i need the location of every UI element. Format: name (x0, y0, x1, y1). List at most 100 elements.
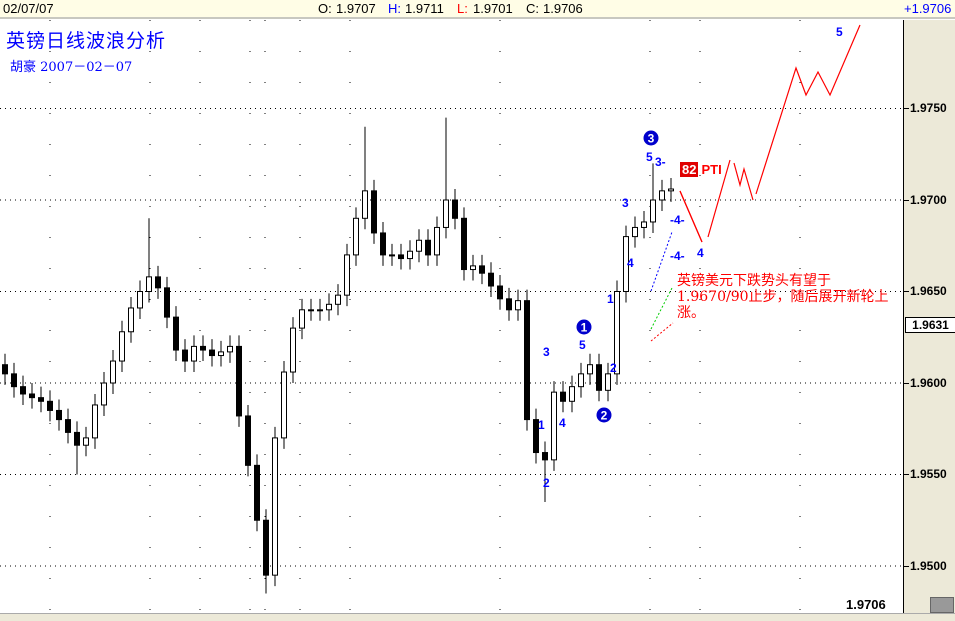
wave-label: 5 (579, 338, 586, 352)
candle-body (317, 309, 323, 312)
candle-body (380, 232, 386, 256)
candle-body (209, 349, 215, 357)
candle-body (479, 265, 485, 274)
candle-body (488, 272, 494, 287)
y-tick: 1.9550 (904, 467, 947, 481)
y-tick: 1.9750 (904, 101, 947, 115)
chart-subtitle: 胡豪 2007－02－07 (10, 60, 133, 75)
candle-body (128, 307, 134, 333)
candle-body (515, 300, 521, 311)
candle-body (497, 285, 503, 300)
candle-body (56, 409, 62, 421)
wave-circle (596, 407, 612, 423)
candle-body (389, 254, 395, 257)
candle-body (416, 239, 422, 252)
price-axis[interactable]: 1.9750 1.9700 1.9650 1.9631 1.9600 1.955… (903, 20, 955, 613)
wave-label: 5 (646, 150, 653, 164)
candle-body (182, 349, 188, 362)
wave-circle-label: 3 (648, 132, 655, 146)
candle-body (74, 431, 80, 446)
wave-label: 4 (559, 416, 566, 430)
candle-body (245, 415, 251, 466)
candle-body (659, 190, 665, 201)
candle-body (335, 294, 341, 305)
candle-body (434, 226, 440, 256)
candle-body (623, 236, 629, 293)
high-value: 1.9711 (405, 1, 444, 16)
high-label: H: (388, 1, 401, 16)
candles (2, 117, 674, 594)
wave-label: 5 (836, 25, 843, 39)
candle-body (92, 404, 98, 439)
candle-body (227, 345, 233, 353)
candle-body (398, 254, 404, 260)
candle-body (461, 217, 467, 271)
wave-label: 3 (543, 345, 550, 359)
last-price: 1.9706 (846, 597, 886, 612)
candle-body (263, 519, 269, 576)
wave-label: 3 (622, 196, 629, 210)
wave-label: 2 (543, 476, 550, 490)
close-value: 1.9706 (543, 1, 583, 16)
candle-body (119, 331, 125, 362)
candle-body (11, 373, 17, 388)
candle-body (587, 364, 593, 375)
candle-body (470, 265, 476, 271)
candle-body (650, 199, 656, 223)
low-label: L: (457, 1, 468, 16)
bottom-border (0, 613, 955, 621)
candle-body (407, 250, 413, 260)
candle-body (605, 373, 611, 391)
candle-body (173, 316, 179, 351)
candle-body (200, 345, 206, 351)
wave-label: 4 (627, 256, 634, 270)
open-value: 1.9707 (336, 1, 376, 16)
candle-body (65, 419, 71, 433)
candle-body (533, 419, 539, 454)
candle-body (344, 254, 350, 296)
candle-body (308, 309, 314, 312)
candle-body (668, 188, 674, 192)
candle-body (299, 309, 305, 329)
trend-line-red (650, 322, 674, 342)
candle-body (20, 386, 26, 395)
candle-body (38, 397, 44, 402)
wave-label: 1 (538, 418, 545, 432)
candle-body (596, 364, 602, 391)
candle-body (29, 393, 35, 399)
candle-body (578, 373, 584, 388)
current-price-marker: 1.9631 (905, 317, 955, 333)
date: 02/07/07 (3, 1, 54, 16)
wave-circle-label: 1 (581, 321, 588, 335)
y-tick: 1.9700 (904, 193, 947, 207)
candle-body (452, 199, 458, 219)
candle-body (443, 199, 449, 228)
candle-body (236, 345, 242, 417)
pti-value: 82 (680, 162, 699, 177)
annotation-note: 英镑美元下跌势头有望于1.9670/90止步，随后展开新轮上涨。 (677, 273, 889, 321)
wave-label: 2 (610, 361, 617, 375)
candle-body (425, 239, 431, 256)
candle-body (164, 287, 170, 318)
candle-body (542, 452, 548, 461)
candle-body (632, 226, 638, 238)
trend-line-blue (650, 231, 673, 292)
candle-body (569, 386, 575, 402)
wave-circle-label: 2 (601, 409, 608, 423)
wave-label: 3- (655, 155, 666, 169)
candle-body (362, 190, 368, 219)
wave-circle (643, 130, 659, 146)
projection-path (679, 24, 861, 243)
candle-body (641, 221, 647, 228)
chart-title: 英镑日线波浪分析 (6, 30, 167, 52)
candle-body (191, 345, 197, 362)
wave-label: 4 (697, 246, 704, 260)
pti-label: PTI (701, 162, 722, 177)
candle-body (83, 437, 89, 446)
candle-body (281, 371, 287, 439)
y-tick: 1.9500 (904, 559, 947, 573)
close-label: C: (526, 1, 539, 16)
scale-icon[interactable] (930, 597, 954, 613)
wave-label: -4- (670, 213, 685, 227)
